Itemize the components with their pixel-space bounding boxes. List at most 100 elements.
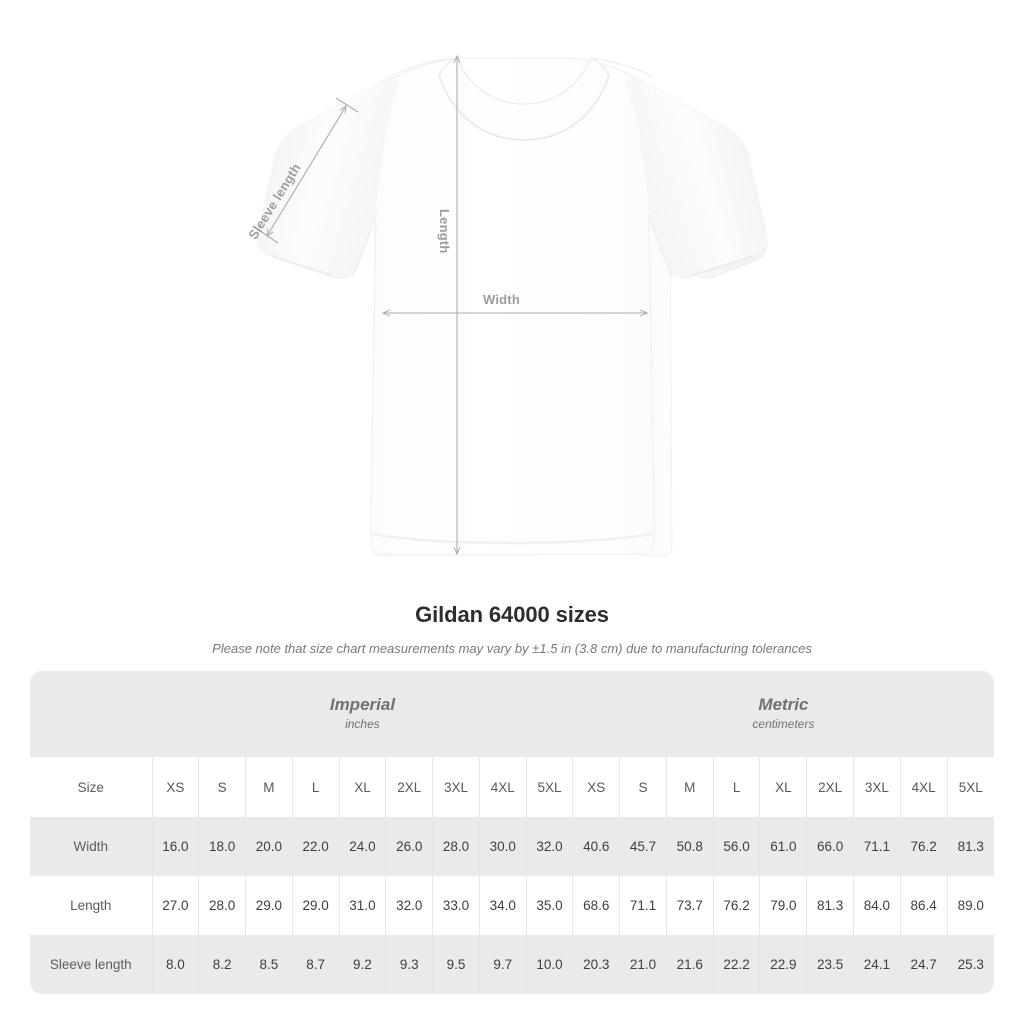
size-chart-table: Imperial inches Metric centimeters Size …: [30, 671, 994, 994]
cell-sleeve-metric-s: 21.0: [619, 935, 667, 994]
size-col-metric-l: L: [712, 757, 760, 817]
cell-width-imperial-2xl: 26.0: [385, 817, 433, 876]
tshirt-illustration: Width Length Sleeve length: [245, 0, 768, 557]
cell-width-imperial-4xl: 30.0: [478, 817, 527, 876]
page-title: Gildan 64000 sizes: [415, 602, 609, 627]
size-col-metric-5xl: 5XL: [946, 757, 994, 817]
cell-length-imperial-xs: 27.0: [151, 876, 199, 935]
cell-length-metric-xs: 68.6: [572, 876, 620, 935]
cell-sleeve-metric-m: 21.6: [665, 935, 714, 994]
cell-sleeve-imperial-5xl: 10.0: [525, 935, 573, 994]
size-col-imperial-2xl: 2XL: [385, 757, 433, 817]
cell-sleeve-imperial-m: 8.5: [245, 935, 293, 994]
row-label-length: Length: [30, 876, 152, 935]
tshirt-diagram: [255, 0, 768, 557]
cell-length-metric-3xl: 84.0: [852, 876, 901, 935]
cell-length-imperial-4xl: 34.0: [478, 876, 527, 935]
cell-length-metric-2xl: 81.3: [806, 876, 854, 935]
size-col-imperial-xs: XS: [151, 757, 199, 817]
cell-width-imperial-5xl: 32.0: [525, 817, 573, 876]
cell-width-metric-5xl: 81.3: [946, 817, 994, 876]
cell-width-imperial-3xl: 28.0: [432, 817, 480, 876]
cell-length-imperial-xl: 31.0: [338, 876, 386, 935]
size-col-metric-xs: XS: [572, 757, 620, 817]
tolerance-note: Please note that size chart measurements…: [212, 641, 812, 656]
cell-length-metric-xl: 79.0: [759, 876, 807, 935]
cell-width-metric-s: 45.7: [619, 817, 667, 876]
cell-width-imperial-m: 20.0: [245, 817, 293, 876]
cell-sleeve-metric-xs: 20.3: [572, 935, 620, 994]
size-header-row: Size XS S M L XL 2XL 3XL 4XL 5XL XS S M …: [30, 757, 994, 817]
cell-sleeve-imperial-4xl: 9.7: [478, 935, 527, 994]
size-col-metric-3xl: 3XL: [852, 757, 901, 817]
cell-width-metric-xl: 61.0: [759, 817, 807, 876]
unit-group-imperial-subtitle: inches: [345, 717, 380, 732]
size-col-metric-s: S: [619, 757, 667, 817]
cell-width-imperial-s: 18.0: [198, 817, 246, 876]
cell-sleeve-imperial-xl: 9.2: [338, 935, 386, 994]
row-label-width: Width: [30, 817, 152, 876]
cell-sleeve-imperial-s: 8.2: [198, 935, 246, 994]
width-label: Width: [483, 292, 520, 307]
size-col-imperial-5xl: 5XL: [525, 757, 573, 817]
unit-group-metric-subtitle: centimeters: [752, 717, 815, 732]
cell-length-metric-m: 73.7: [665, 876, 714, 935]
size-col-metric-2xl: 2XL: [806, 757, 854, 817]
right-sleeve-shape: [625, 76, 767, 278]
cell-width-metric-l: 56.0: [712, 817, 760, 876]
cell-length-imperial-l: 29.0: [291, 876, 340, 935]
unit-group-metric: Metric centimeters: [572, 671, 994, 757]
cell-sleeve-imperial-l: 8.7: [291, 935, 340, 994]
cell-sleeve-metric-3xl: 24.1: [852, 935, 901, 994]
unit-group-imperial: Imperial inches: [152, 671, 573, 757]
size-col-imperial-xl: XL: [338, 757, 386, 817]
cell-length-metric-4xl: 86.4: [899, 876, 948, 935]
dimension-lines: [255, 56, 647, 554]
size-header-label: Size: [30, 757, 152, 817]
cell-sleeve-metric-xl: 22.9: [759, 935, 807, 994]
table-row: Width 16.0 18.0 20.0 22.0 24.0 26.0 28.0…: [30, 817, 994, 876]
cell-sleeve-metric-2xl: 23.5: [806, 935, 854, 994]
size-col-imperial-m: M: [245, 757, 293, 817]
cell-sleeve-imperial-3xl: 9.5: [432, 935, 480, 994]
sleeve-tick-bottom: [255, 227, 279, 244]
size-col-metric-m: M: [665, 757, 714, 817]
unit-group-metric-title: Metric: [758, 694, 809, 714]
cell-length-imperial-3xl: 33.0: [432, 876, 480, 935]
unit-group-row: Imperial inches Metric centimeters: [30, 671, 994, 757]
unit-band-spacer: [30, 671, 152, 757]
cell-sleeve-imperial-2xl: 9.3: [385, 935, 433, 994]
cell-width-metric-xs: 40.6: [572, 817, 620, 876]
size-col-metric-xl: XL: [759, 757, 807, 817]
chart-caption: Gildan 64000 sizes Please note that size…: [0, 602, 1024, 656]
cell-length-imperial-s: 28.0: [198, 876, 246, 935]
cell-sleeve-metric-4xl: 24.7: [899, 935, 948, 994]
cell-width-imperial-xs: 16.0: [151, 817, 199, 876]
size-col-metric-4xl: 4XL: [899, 757, 948, 817]
cell-width-metric-4xl: 76.2: [899, 817, 948, 876]
cell-width-metric-m: 50.8: [665, 817, 714, 876]
size-chart-container: Imperial inches Metric centimeters Size …: [30, 671, 994, 994]
cell-sleeve-metric-l: 22.2: [712, 935, 760, 994]
sleeve-length-arrow: [267, 106, 346, 236]
sleeve-tick-top: [335, 97, 359, 113]
cell-length-metric-5xl: 89.0: [946, 876, 994, 935]
cell-sleeve-imperial-xs: 8.0: [151, 935, 199, 994]
cell-width-metric-2xl: 66.0: [806, 817, 854, 876]
size-col-imperial-s: S: [198, 757, 246, 817]
length-label: Length: [437, 209, 452, 254]
unit-group-imperial-title: Imperial: [329, 694, 396, 714]
cell-length-metric-s: 71.1: [619, 876, 667, 935]
size-col-imperial-4xl: 4XL: [478, 757, 527, 817]
table-row: Length 27.0 28.0 29.0 29.0 31.0 32.0 33.…: [30, 876, 994, 935]
row-label-sleeve-length: Sleeve length: [30, 935, 152, 994]
table-row: Sleeve length 8.0 8.2 8.5 8.7 9.2 9.3 9.…: [30, 935, 994, 994]
size-col-imperial-3xl: 3XL: [432, 757, 480, 817]
cell-width-imperial-l: 22.0: [291, 817, 340, 876]
cell-width-imperial-xl: 24.0: [338, 817, 386, 876]
size-col-imperial-l: L: [291, 757, 340, 817]
cell-length-imperial-2xl: 32.0: [385, 876, 433, 935]
cell-width-metric-3xl: 71.1: [852, 817, 901, 876]
cell-sleeve-metric-5xl: 25.3: [946, 935, 994, 994]
cell-length-imperial-m: 29.0: [245, 876, 293, 935]
